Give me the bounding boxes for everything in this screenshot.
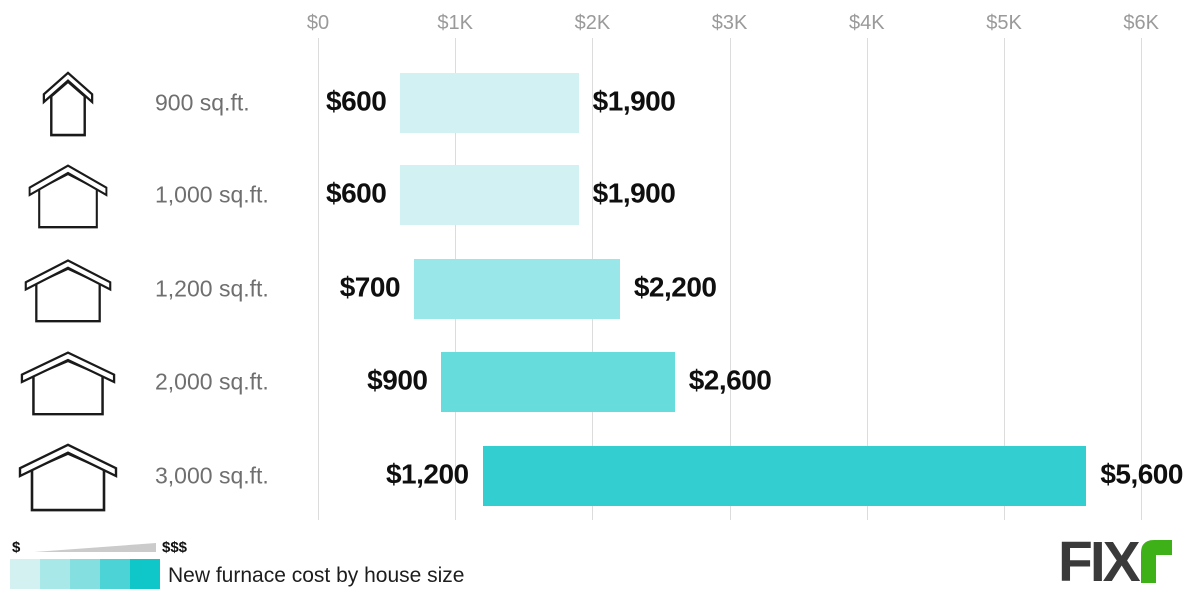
min-cost-label: $700 xyxy=(339,271,401,303)
range-bar xyxy=(482,446,1087,506)
gridline xyxy=(729,38,731,520)
house-size-label: 1,200 sq.ft. xyxy=(155,275,269,302)
range-bar xyxy=(441,352,675,412)
logo-text: FIX xyxy=(1058,529,1141,594)
range-bar xyxy=(400,73,579,133)
gridline xyxy=(1141,38,1143,520)
legend-high-label: $$$ xyxy=(162,539,188,556)
axis-tick-label: $2K xyxy=(574,12,611,34)
min-cost-label: $600 xyxy=(326,85,387,117)
house-size-label: 2,000 sq.ft. xyxy=(155,368,269,395)
max-cost-label: $2,200 xyxy=(633,271,717,303)
gridline xyxy=(318,38,319,520)
max-cost-label: $2,600 xyxy=(688,364,772,396)
legend-swatch xyxy=(70,559,100,589)
house-size-label: 1,000 sq.ft. xyxy=(155,181,269,208)
house-icon xyxy=(24,256,112,323)
max-cost-label: $1,900 xyxy=(592,85,676,117)
house-size-label: 900 sq.ft. xyxy=(155,89,250,116)
axis-tick-label: $4K xyxy=(849,12,885,34)
range-bar xyxy=(400,165,579,225)
legend-swatch-row xyxy=(10,559,160,589)
range-bar xyxy=(414,259,620,319)
axis-tick-label: $3K xyxy=(711,12,748,34)
gridline xyxy=(866,38,868,520)
axis-tick-label: $1K xyxy=(437,12,473,34)
min-cost-label: $600 xyxy=(326,177,387,209)
min-cost-label: $1,200 xyxy=(385,458,469,490)
axis-tick-label: $6K xyxy=(1123,12,1159,34)
house-icon xyxy=(42,69,94,137)
legend-swatch xyxy=(100,559,130,589)
legend-swatch xyxy=(40,559,70,589)
logo-r-mark xyxy=(1140,540,1172,583)
min-cost-label: $900 xyxy=(367,364,428,396)
house-icon xyxy=(18,440,118,512)
cost-wedge-icon xyxy=(34,543,156,552)
axis-tick-label: $5K xyxy=(986,12,1022,34)
max-cost-label: $1,900 xyxy=(592,177,676,209)
max-cost-label: $5,600 xyxy=(1100,458,1183,490)
gridline xyxy=(1004,38,1005,520)
house-icon xyxy=(28,161,108,229)
house-size-label: 3,000 sq.ft. xyxy=(155,462,269,489)
legend-low-label: $ xyxy=(12,539,21,556)
legend-caption: New furnace cost by house size xyxy=(168,564,465,587)
legend-swatch xyxy=(130,559,160,589)
fixr-logo: FIX xyxy=(1058,529,1172,594)
legend-swatch xyxy=(10,559,40,589)
house-icon xyxy=(20,348,116,416)
axis-tick-label: $0 xyxy=(306,12,330,34)
